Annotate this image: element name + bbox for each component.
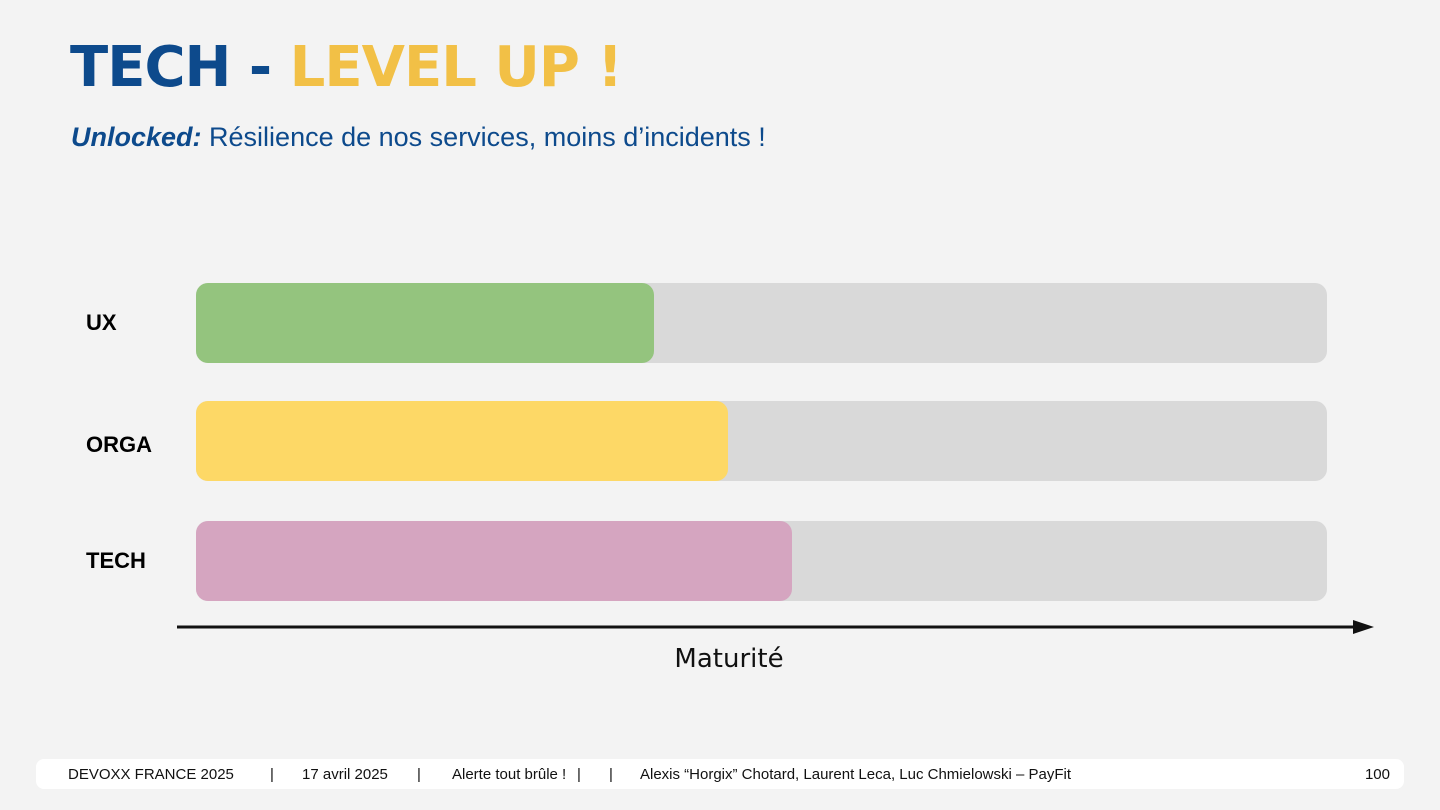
page-number: 100 <box>1364 766 1390 783</box>
footer-speakers: Alexis “Horgix” Chotard, Laurent Leca, L… <box>640 766 1072 783</box>
bar-label-tech: TECH <box>86 548 146 573</box>
footer-divider: | <box>270 766 274 783</box>
bar-label-ux: UX <box>86 310 117 335</box>
title-level-up: LEVEL UP ! <box>289 35 623 100</box>
subtitle-text: Résilience de nos services, moins d’inci… <box>209 122 766 152</box>
footer-talk: Alerte tout brûle ! <box>452 766 567 783</box>
bar-fill-ux <box>196 283 655 363</box>
page-title: TECH - LEVEL UP ! <box>70 30 623 106</box>
axis-label: Maturité <box>674 644 784 674</box>
subtitle-lead: Unlocked: <box>71 122 202 152</box>
maturity-axis-arrow <box>177 620 1374 634</box>
bar-label-orga: ORGA <box>86 432 152 457</box>
footer-date: 17 avril 2025 <box>302 766 388 783</box>
bar-track-ux <box>196 283 1327 363</box>
arrow-head-icon <box>1353 620 1374 634</box>
bar-track-orga <box>196 401 1327 481</box>
bar-fill-orga <box>196 401 728 481</box>
footer-divider: | <box>609 766 613 783</box>
bar-fill-tech <box>196 521 793 601</box>
footer-divider: | <box>577 766 581 783</box>
footer-divider: | <box>417 766 421 783</box>
footer-event: DEVOXX FRANCE 2025 <box>68 766 234 783</box>
title-separator: - <box>248 35 272 100</box>
subtitle: Unlocked: Résilience de nos services, mo… <box>71 120 766 154</box>
footer-bar: DEVOXX FRANCE 2025 | 17 avril 2025 | Ale… <box>36 759 1404 789</box>
title-tech: TECH <box>70 35 231 100</box>
bar-track-tech <box>196 521 1327 601</box>
